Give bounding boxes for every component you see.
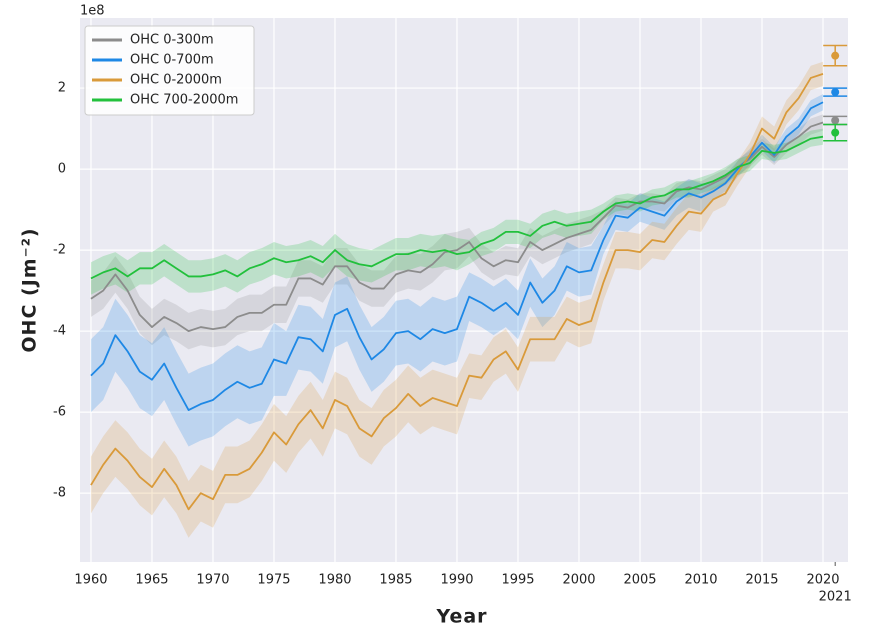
latest-point [831, 88, 840, 97]
legend: OHC 0-300m OHC 0-700m OHC 0-2000m OHC 700-2… [84, 25, 255, 116]
x-tick-label: 1970 [196, 573, 229, 588]
uncertainty-band [90, 128, 823, 295]
x-tick-label: 1985 [379, 573, 412, 588]
x-tick-label: 1975 [257, 573, 290, 588]
uncertainty-band [90, 114, 823, 350]
x-tick-label: 1960 [74, 573, 107, 588]
x-tick-label: 1990 [440, 573, 473, 588]
lines [90, 44, 848, 511]
offset-label: 1e8 [80, 4, 105, 19]
uncertainty-band [90, 94, 823, 447]
legend-label: OHC 0-2000m [130, 73, 222, 88]
series-line [90, 135, 824, 280]
bands [90, 61, 823, 538]
x-tick-label: 2021 [819, 590, 852, 605]
series-line [90, 121, 824, 333]
labels: -8 -6 -4 -2 0 2 1960 1965 1970 1975 1980 1985 1990 19… [53, 81, 852, 605]
y-tick-label: -6 [53, 405, 66, 420]
latest-point [831, 116, 840, 125]
y-tick-label: -8 [53, 486, 66, 501]
latest-point [831, 51, 840, 60]
y-axis-title: OHC (Jm⁻²) [19, 227, 41, 352]
series-line [90, 101, 824, 412]
x-tick-label: 1995 [501, 573, 534, 588]
uncertainty-band [90, 61, 823, 538]
y-tick-label: 0 [58, 162, 66, 177]
x-axis-title: Year [435, 606, 487, 628]
legend-label: OHC 700-2000m [130, 93, 238, 108]
y-tick-label: -2 [53, 243, 66, 258]
y-tick-label: 2 [58, 81, 66, 96]
x-tick-label: 2000 [562, 573, 595, 588]
x-tick-label: 2020 [806, 573, 839, 588]
legend-box [84, 25, 255, 116]
y-tick-label: -4 [53, 324, 66, 339]
series-line [90, 73, 824, 511]
x-tick-label: 2015 [745, 573, 778, 588]
legend-label: OHC 0-700m [130, 53, 214, 68]
x-tick-label: 2010 [684, 573, 717, 588]
x-tick-label: 2005 [623, 573, 656, 588]
x-tick-label: 1965 [135, 573, 168, 588]
x-tick-label: 1980 [318, 573, 351, 588]
legend-label: OHC 0-300m [130, 33, 214, 48]
latest-point [831, 128, 840, 137]
